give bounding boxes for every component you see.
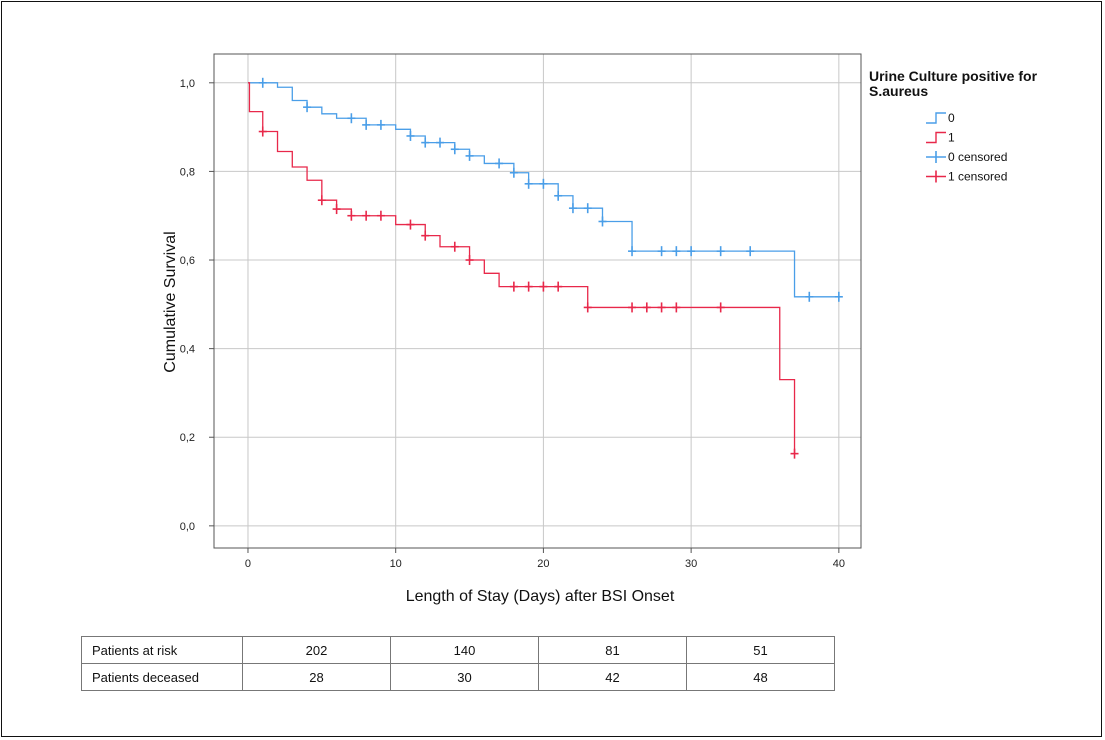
series-1-censor-mark — [672, 302, 681, 313]
series-1-censor-mark — [642, 302, 651, 313]
series-0-censor-mark — [746, 246, 755, 257]
series-0-censor-mark — [657, 246, 666, 257]
series-0-censor-mark — [303, 102, 312, 113]
table-row: Patients deceased 28 30 42 48 — [81, 663, 835, 691]
row-label: Patients deceased — [81, 663, 243, 691]
y-axis-title: Cumulative Survival — [162, 231, 179, 372]
series-1-censor-mark — [628, 302, 637, 313]
table-cell: 51 — [686, 636, 835, 664]
series-0-censor-mark — [347, 113, 356, 124]
legend-line-swatch — [926, 112, 946, 124]
grid — [214, 54, 861, 548]
table-row: Patients at risk 202 140 81 51 — [81, 636, 835, 664]
x-axis-title: Length of Stay (Days) after BSI Onset — [406, 588, 675, 605]
series-0-censor-mark — [406, 130, 415, 141]
series-1-censor-mark — [347, 210, 356, 221]
series-1-censor-mark — [362, 210, 371, 221]
y-tick-label: 0,6 — [180, 255, 195, 267]
x-tick-label: 30 — [685, 558, 697, 570]
series-layer — [247, 77, 843, 459]
x-tick-label: 20 — [537, 558, 549, 570]
series-0-censor-mark — [628, 246, 637, 257]
risk-table: Patients at risk 202 140 81 51 Patients … — [81, 636, 835, 691]
series-0-censor-mark — [362, 119, 371, 130]
series-1-censor-mark — [421, 230, 430, 241]
series-0-censor-mark — [258, 77, 267, 88]
series-0-censor-mark — [524, 178, 533, 189]
series-1-censor-mark — [332, 204, 341, 215]
x-tick-label: 0 — [245, 558, 251, 570]
series-0-censor-mark — [421, 137, 430, 148]
y-tick-label: 0,4 — [180, 344, 195, 356]
series-1-censor-mark — [716, 302, 725, 313]
series-1-censor-mark — [376, 210, 385, 221]
legend-label: 1 censored — [948, 170, 1007, 184]
series-0-censor-mark — [672, 246, 681, 257]
series-1-censor-mark — [450, 241, 459, 252]
series-0-censor-mark — [598, 216, 607, 227]
series-1-censor-mark — [539, 281, 548, 292]
series-1-censor-mark — [465, 255, 474, 266]
x-tick-label: 40 — [833, 558, 845, 570]
series-0-censor-mark — [376, 119, 385, 130]
series-1-censor-mark — [317, 195, 326, 206]
table-cell: 42 — [538, 663, 687, 691]
series-1-line — [247, 82, 796, 454]
legend-title: Urine Culture positive for — [869, 68, 1038, 84]
table-cell: 81 — [538, 636, 687, 664]
series-0-censor-mark — [450, 144, 459, 155]
table-cell: 140 — [390, 636, 539, 664]
row-label: Patients at risk — [81, 636, 243, 664]
legend-label: 0 censored — [948, 150, 1007, 164]
legend-entry: 0 censored — [926, 150, 1007, 164]
series-0-censor-mark — [716, 246, 725, 257]
series-0-censor-mark — [687, 246, 696, 257]
series-0-censor-mark — [436, 137, 445, 148]
legend-title: S.aureus — [869, 83, 928, 99]
table-cell: 30 — [390, 663, 539, 691]
series-1-censor-mark — [790, 448, 799, 459]
legend-entry: 1 censored — [926, 170, 1007, 184]
series-0-censor-mark — [495, 158, 504, 169]
legend-entry: 1 — [926, 131, 955, 145]
legend-entry: 0 — [926, 111, 955, 125]
table-cell: 48 — [686, 663, 835, 691]
y-tick-label: 0,0 — [180, 521, 195, 533]
series-1-censor-mark — [554, 281, 563, 292]
y-tick-label: 0,2 — [180, 432, 195, 444]
series-1-censor-mark — [657, 302, 666, 313]
series-1-censor-mark — [509, 281, 518, 292]
table-cell: 28 — [242, 663, 391, 691]
series-0-censor-mark — [465, 150, 474, 161]
axis-ticks: 0 10 20 30 40 0,0 0,2 0,4 0,6 0,8 1,0 — [180, 78, 845, 570]
plot-area — [213, 53, 862, 549]
y-tick-label: 1,0 — [180, 78, 195, 90]
series-0-censor-mark — [583, 203, 592, 214]
series-0-censor-mark — [834, 291, 843, 302]
series-0-censor-mark — [568, 203, 577, 214]
x-tick-label: 10 — [390, 558, 402, 570]
legend-label: 0 — [948, 111, 955, 125]
series-0-censor-mark — [509, 167, 518, 178]
series-1-censor-mark — [524, 281, 533, 292]
series-0-censor-mark — [554, 190, 563, 201]
legend-label: 1 — [948, 131, 955, 145]
series-0-censor-mark — [805, 291, 814, 302]
table-cell: 202 — [242, 636, 391, 664]
series-1-censor-mark — [406, 219, 415, 230]
series-0-censor-mark — [539, 178, 548, 189]
legend-line-swatch — [926, 131, 946, 144]
series-1-censor-mark — [258, 126, 267, 137]
y-tick-label: 0,8 — [180, 166, 195, 178]
series-1-censor-mark — [583, 302, 592, 313]
